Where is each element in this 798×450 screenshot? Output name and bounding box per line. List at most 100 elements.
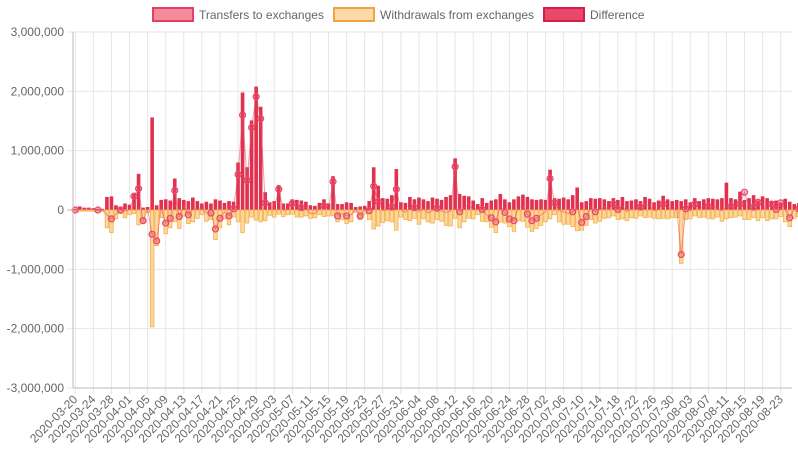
withdrawal-bar [769, 209, 774, 220]
withdrawal-bar [226, 209, 232, 226]
withdrawal-bar [669, 209, 675, 219]
difference-point [139, 217, 147, 225]
withdrawal-bar [760, 209, 765, 219]
difference-point [736, 200, 744, 208]
transfer-bar [616, 199, 620, 210]
withdrawal-bar [267, 209, 272, 216]
transfer-bar [127, 204, 132, 210]
withdrawal-bar [389, 209, 395, 223]
withdrawal-bar [385, 209, 390, 222]
withdrawal-bar [665, 209, 670, 220]
transfer-bar [254, 86, 258, 210]
withdrawal-bar [746, 209, 752, 220]
transfer-bar [150, 117, 154, 210]
transfer-bar [683, 199, 688, 210]
y-tick-label: -2,000,000 [7, 322, 65, 336]
withdrawal-bar [136, 209, 141, 226]
difference-point [116, 206, 125, 214]
difference-point [216, 214, 224, 222]
difference-point [727, 202, 735, 211]
transfer-bar [783, 198, 788, 210]
withdrawal-bar [778, 209, 783, 217]
withdrawal-bar [443, 209, 449, 226]
transfer-bar [747, 198, 751, 210]
transfer-bar [643, 196, 647, 210]
transfer-bar [711, 198, 715, 210]
transfer-bar [159, 199, 163, 210]
withdrawal-bar [593, 209, 598, 224]
difference-point [768, 200, 776, 208]
withdrawal-bar [371, 209, 376, 230]
transfer-bar [507, 202, 512, 210]
difference-point [252, 93, 260, 101]
difference-point [94, 206, 102, 214]
transfer-bar [421, 199, 426, 210]
transfer-bar [588, 198, 593, 210]
withdrawal-bar [584, 209, 589, 226]
transfer-bar [204, 201, 209, 210]
transfer-bar [141, 207, 145, 210]
legend-swatch [333, 7, 375, 22]
difference-point [257, 115, 265, 123]
withdrawal-bar [719, 209, 725, 222]
withdrawal-bar [565, 209, 571, 225]
difference-point [248, 123, 256, 132]
transfer-bar [118, 206, 123, 210]
transfer-bar [674, 199, 679, 210]
transfer-bar [498, 193, 503, 210]
withdrawal-bar [321, 209, 327, 217]
withdrawal-bar [448, 209, 453, 227]
transfer-bar [426, 201, 430, 210]
withdrawal-bar [299, 209, 304, 218]
transfer-bar [177, 198, 182, 210]
transfer-bar [462, 195, 466, 210]
withdrawal-bar [755, 209, 761, 222]
difference-point [320, 202, 328, 210]
withdrawal-bar [502, 209, 508, 224]
transfer-bar [543, 199, 548, 210]
difference-point [487, 214, 495, 222]
transfer-bar [77, 206, 82, 210]
transfer-bar [489, 200, 494, 210]
transfer-bar [656, 200, 661, 210]
difference-point [550, 199, 559, 207]
withdrawal-bar [516, 209, 521, 222]
transfer-bar [168, 200, 173, 210]
withdrawal-bar [407, 209, 413, 222]
transfer-bar [200, 203, 204, 210]
difference-point [569, 208, 577, 216]
difference-point [740, 188, 749, 196]
withdrawal-bar [452, 209, 458, 219]
transfer-bar [73, 208, 78, 210]
withdrawal-bar [281, 209, 286, 217]
transfer-bar [376, 185, 381, 210]
transfer-bar [539, 199, 543, 210]
withdrawal-bar [86, 209, 92, 212]
withdrawal-bar [701, 209, 707, 218]
withdrawal-bar [403, 209, 408, 220]
difference-point [659, 200, 667, 208]
difference-point [370, 182, 378, 190]
legend-swatch [152, 7, 194, 22]
withdrawal-bar [606, 209, 612, 219]
transfer-bar [652, 202, 656, 210]
transfer-bar [448, 195, 453, 210]
transfer-bar [557, 198, 561, 210]
transfer-bar [163, 199, 168, 210]
withdrawal-bar [376, 209, 381, 227]
difference-point [582, 212, 590, 221]
withdrawal-bar [489, 209, 494, 228]
difference-point [578, 218, 586, 227]
transfer-bar [702, 199, 706, 210]
transfer-bar [96, 208, 100, 210]
withdrawal-bar [611, 209, 616, 217]
transfer-bar [792, 204, 797, 210]
transfer-bar [697, 201, 702, 210]
transfer-bar [769, 201, 774, 210]
difference-point [451, 163, 459, 171]
withdrawal-bar [412, 209, 417, 219]
withdrawal-bar [710, 209, 716, 220]
withdrawal-bar [380, 209, 385, 223]
transfer-bar [258, 106, 263, 210]
withdrawal-bar [127, 209, 132, 216]
